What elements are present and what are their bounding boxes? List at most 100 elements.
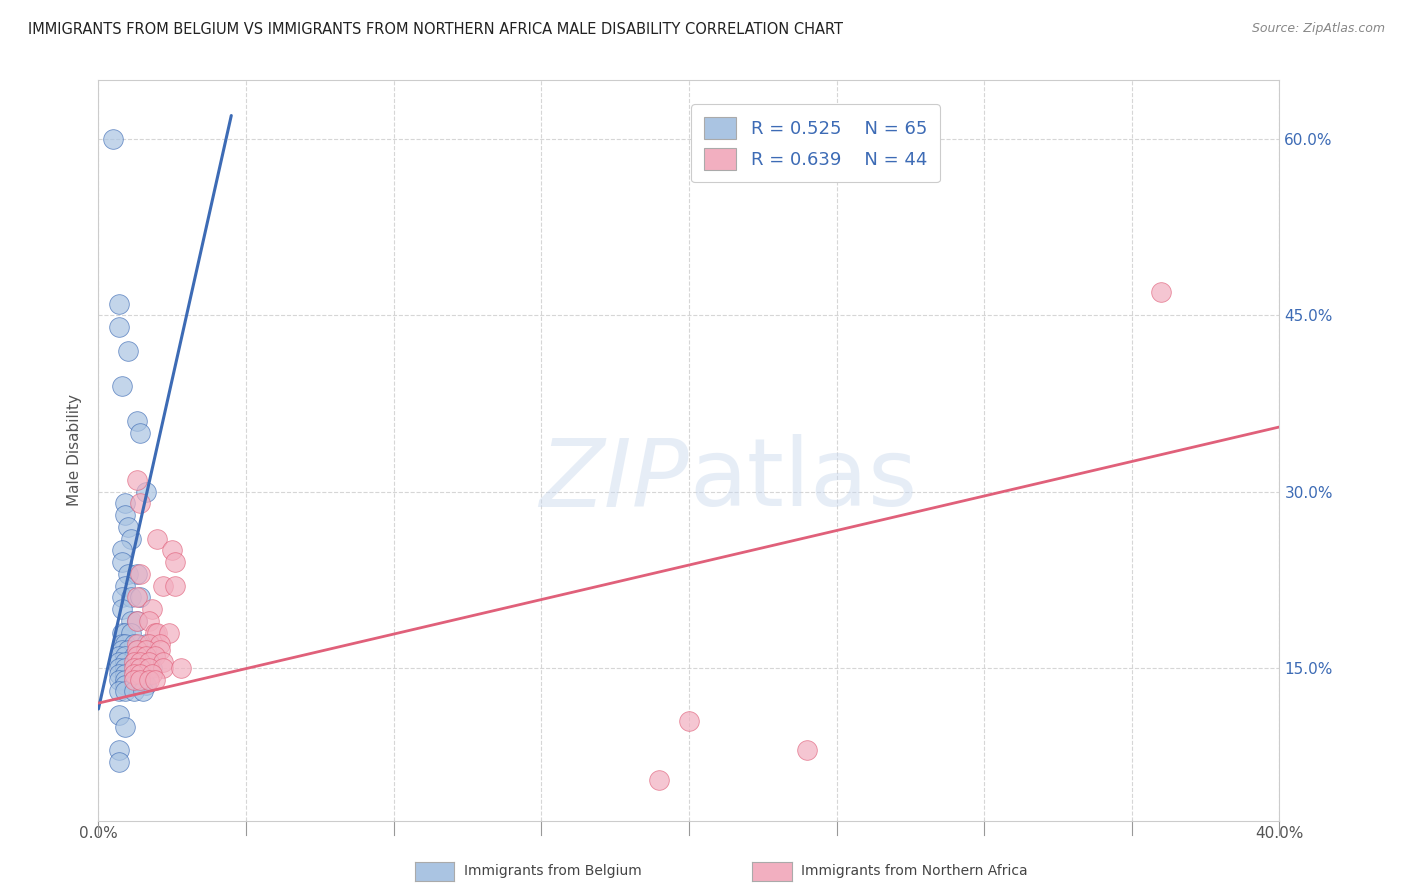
Point [122, 637, 145, 651]
Point [138, 637, 160, 651]
Point [111, 602, 134, 616]
Point [152, 579, 174, 593]
Point [108, 649, 131, 664]
Point [1150, 285, 1173, 299]
Point [114, 666, 136, 681]
Point [135, 643, 157, 657]
Point [111, 543, 134, 558]
Text: atlas: atlas [689, 434, 917, 526]
Point [125, 473, 148, 487]
Point [149, 643, 172, 657]
Point [108, 320, 131, 334]
Point [138, 661, 160, 675]
Point [114, 673, 136, 687]
Point [648, 772, 671, 787]
Text: IMMIGRANTS FROM BELGIUM VS IMMIGRANTS FROM NORTHERN AFRICA MALE DISABILITY CORRE: IMMIGRANTS FROM BELGIUM VS IMMIGRANTS FR… [28, 22, 844, 37]
Point [143, 649, 166, 664]
Point [122, 684, 145, 698]
Point [135, 678, 157, 692]
Point [108, 666, 131, 681]
Legend: R = 0.525    N = 65, R = 0.639    N = 44: R = 0.525 N = 65, R = 0.639 N = 44 [692, 104, 939, 183]
Point [125, 566, 148, 581]
Point [146, 532, 169, 546]
Y-axis label: Male Disability: Male Disability [67, 394, 83, 507]
Point [125, 591, 148, 605]
Point [138, 673, 160, 687]
Point [152, 655, 174, 669]
Point [111, 555, 134, 569]
Point [122, 678, 145, 692]
Point [114, 579, 136, 593]
Point [128, 496, 150, 510]
Point [141, 666, 163, 681]
Point [125, 414, 148, 428]
Point [122, 673, 145, 687]
Point [114, 496, 136, 510]
Point [120, 614, 142, 628]
Point [152, 661, 174, 675]
Point [114, 508, 136, 522]
Point [146, 625, 169, 640]
Point [128, 425, 150, 440]
Point [111, 637, 134, 651]
Point [120, 625, 142, 640]
Point [117, 520, 139, 534]
Point [128, 666, 150, 681]
Point [165, 555, 187, 569]
Point [117, 566, 139, 581]
Point [132, 649, 155, 664]
Point [138, 614, 160, 628]
Point [162, 543, 183, 558]
Point [111, 643, 134, 657]
Point [122, 649, 145, 664]
Point [111, 591, 134, 605]
Point [132, 661, 155, 675]
Point [108, 755, 131, 769]
Point [128, 661, 150, 675]
Point [143, 625, 166, 640]
Point [678, 714, 700, 728]
Point [128, 673, 150, 687]
Point [108, 655, 131, 669]
Point [125, 649, 148, 664]
Point [135, 484, 157, 499]
Point [125, 643, 148, 657]
Point [108, 661, 131, 675]
Point [122, 655, 145, 669]
Point [125, 643, 148, 657]
Text: Source: ZipAtlas.com: Source: ZipAtlas.com [1251, 22, 1385, 36]
Point [122, 661, 145, 675]
Point [114, 655, 136, 669]
Point [165, 579, 187, 593]
Point [125, 614, 148, 628]
Point [143, 673, 166, 687]
Point [114, 637, 136, 651]
Point [108, 296, 131, 310]
Point [141, 649, 163, 664]
Text: Immigrants from Northern Africa: Immigrants from Northern Africa [801, 864, 1028, 879]
Point [170, 661, 193, 675]
Point [157, 625, 180, 640]
Point [117, 343, 139, 358]
Point [122, 673, 145, 687]
Point [122, 666, 145, 681]
Point [122, 666, 145, 681]
Point [114, 684, 136, 698]
Point [108, 707, 131, 722]
Point [125, 637, 148, 651]
Point [114, 661, 136, 675]
Point [132, 684, 155, 698]
Point [135, 649, 157, 664]
Point [141, 661, 163, 675]
Point [114, 625, 136, 640]
Point [108, 743, 131, 757]
Point [103, 132, 125, 146]
Point [122, 661, 145, 675]
Point [111, 625, 134, 640]
Point [125, 614, 148, 628]
Point [132, 673, 155, 687]
Point [132, 655, 155, 669]
Text: Immigrants from Belgium: Immigrants from Belgium [464, 864, 641, 879]
Point [120, 591, 142, 605]
Point [128, 566, 150, 581]
